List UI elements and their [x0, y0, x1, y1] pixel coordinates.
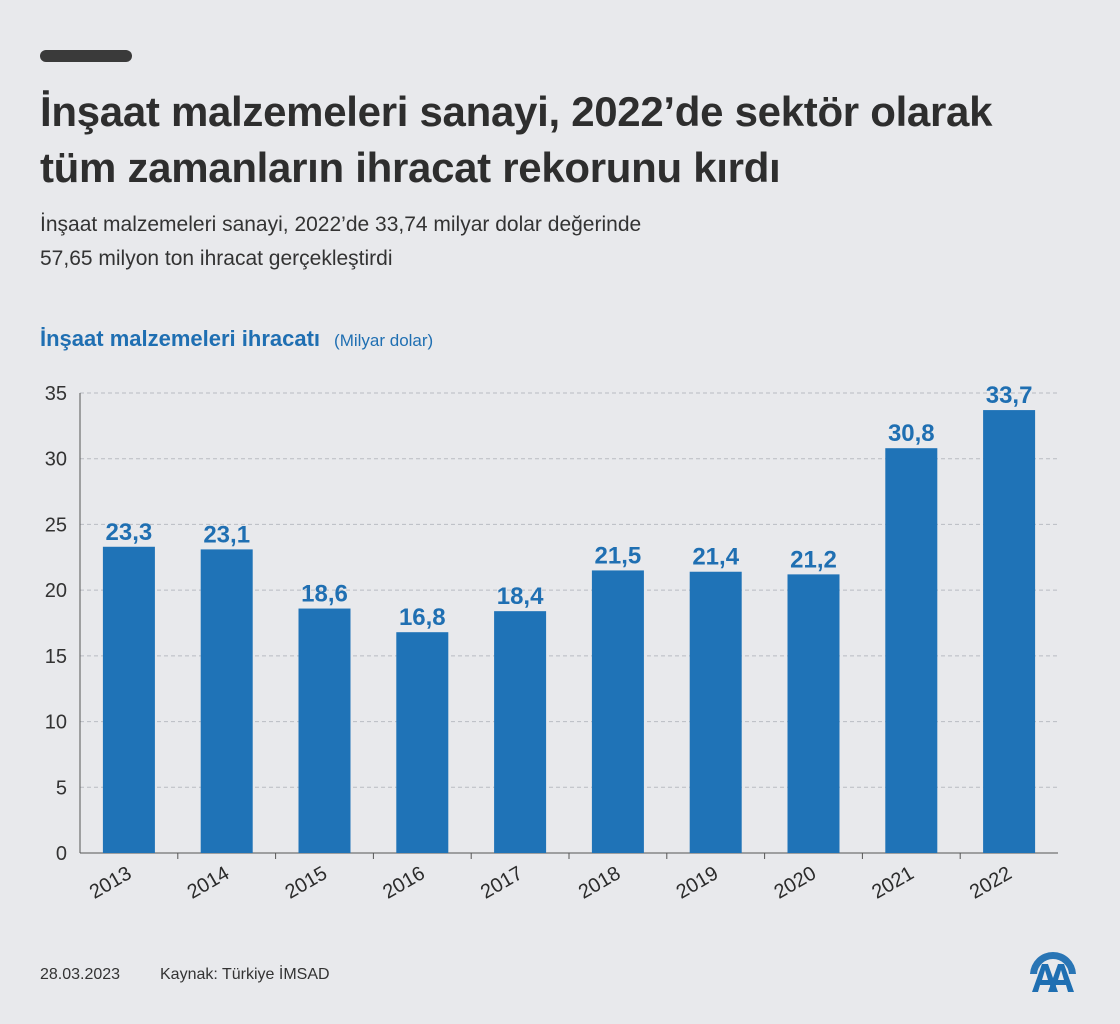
bar: [591, 570, 644, 853]
chart-title: İnşaat malzemeleri ihracatı: [40, 326, 321, 351]
bar-value-label: 21,5: [595, 542, 642, 569]
footer-date: 28.03.2023: [40, 966, 121, 983]
subtitle-line-2: 57,65 milyon ton ihracat gerçekleştirdi: [40, 247, 393, 270]
x-tick-label: 2020: [770, 862, 820, 903]
bar: [494, 611, 547, 853]
x-tick-label: 2019: [673, 862, 723, 903]
x-tick-label: 2022: [966, 862, 1016, 903]
y-tick-label: 15: [45, 646, 67, 668]
bar-value-label: 18,6: [301, 581, 348, 608]
aa-logo-icon: [1030, 952, 1076, 992]
footer-source: Kaynak: Türkiye İMSAD: [160, 966, 330, 983]
bar-value-label: 33,7: [986, 382, 1033, 409]
y-tick-label: 30: [45, 449, 67, 471]
x-tick-label: 2013: [86, 862, 136, 903]
bar-value-label: 16,8: [399, 604, 446, 631]
subtitle-line-1: İnşaat malzemeleri sanayi, 2022’de 33,74…: [40, 213, 642, 236]
y-tick-label: 0: [56, 843, 67, 865]
title-line-2: tüm zamanların ihracat rekorunu kırdı: [40, 144, 781, 191]
bar-value-label: 23,1: [203, 521, 250, 548]
bar: [298, 608, 351, 853]
y-tick-label: 35: [45, 383, 67, 405]
y-tick-label: 20: [45, 580, 67, 602]
page-title: İnşaat malzemeleri sanayi, 2022’de sektö…: [40, 84, 1090, 196]
bar-chart: 0 5 10 15 20 25 30 35 23,3 2013 23,1 2014 18,6 2015 16…: [45, 382, 1058, 904]
y-tick-label: 25: [45, 514, 67, 536]
bar: [102, 546, 155, 853]
bar: [787, 574, 840, 853]
x-tick-label: 2015: [281, 862, 331, 903]
x-tick-label: 2016: [379, 862, 429, 903]
chart-unit: (Milyar dolar): [334, 331, 434, 350]
bar: [689, 571, 742, 853]
y-tick-label: 10: [45, 712, 67, 734]
page-subtitle: İnşaat malzemeleri sanayi, 2022’de 33,74…: [40, 208, 940, 276]
title-accent-bar: [40, 50, 132, 62]
y-tick-label: 5: [56, 777, 67, 799]
title-line-1: İnşaat malzemeleri sanayi, 2022’de sektö…: [40, 88, 993, 135]
bar-value-label: 21,4: [692, 544, 739, 571]
bar: [885, 448, 938, 853]
bar-value-label: 23,3: [106, 519, 153, 546]
bar-value-label: 30,8: [888, 420, 935, 447]
bar: [200, 549, 253, 853]
x-tick-label: 2018: [575, 862, 625, 903]
bar: [983, 410, 1036, 853]
x-tick-label: 2014: [184, 862, 234, 903]
x-tick-label: 2021: [868, 862, 918, 903]
bar-value-label: 18,4: [497, 583, 544, 610]
bar: [396, 632, 449, 853]
chart-header: İnşaat malzemeleri ihracatı (Milyar dola…: [40, 326, 433, 352]
x-tick-label: 2017: [477, 862, 527, 903]
bar-value-label: 21,2: [790, 546, 837, 573]
